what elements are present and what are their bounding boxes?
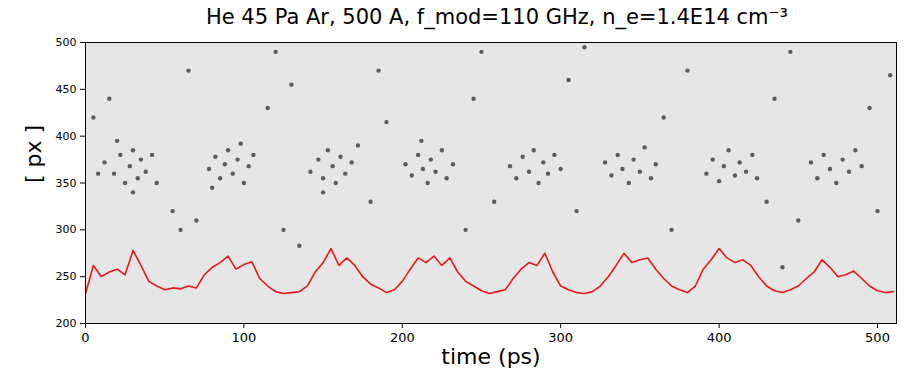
svg-text:[ px ]: [ px ] (21, 125, 46, 183)
svg-text:500: 500 (56, 36, 77, 49)
svg-text:300: 300 (56, 223, 77, 236)
svg-text:time (ps): time (ps) (441, 344, 540, 369)
svg-text:400: 400 (707, 330, 732, 345)
svg-text:250: 250 (56, 270, 77, 283)
svg-text:500: 500 (865, 330, 890, 345)
svg-text:200: 200 (56, 317, 77, 330)
svg-text:350: 350 (56, 177, 77, 190)
svg-text:200: 200 (390, 330, 415, 345)
html-text:He 45 Pa Ar, 500 A, f_mod=110: He 45 Pa Ar, 500 A, f_mod=110 GHz, n_e=1… (206, 5, 788, 29)
svg-text:0: 0 (81, 330, 89, 345)
svg-text:400: 400 (56, 130, 77, 143)
svg-text:450: 450 (56, 83, 77, 96)
svg-text:100: 100 (231, 330, 256, 345)
svg-text:300: 300 (548, 330, 573, 345)
